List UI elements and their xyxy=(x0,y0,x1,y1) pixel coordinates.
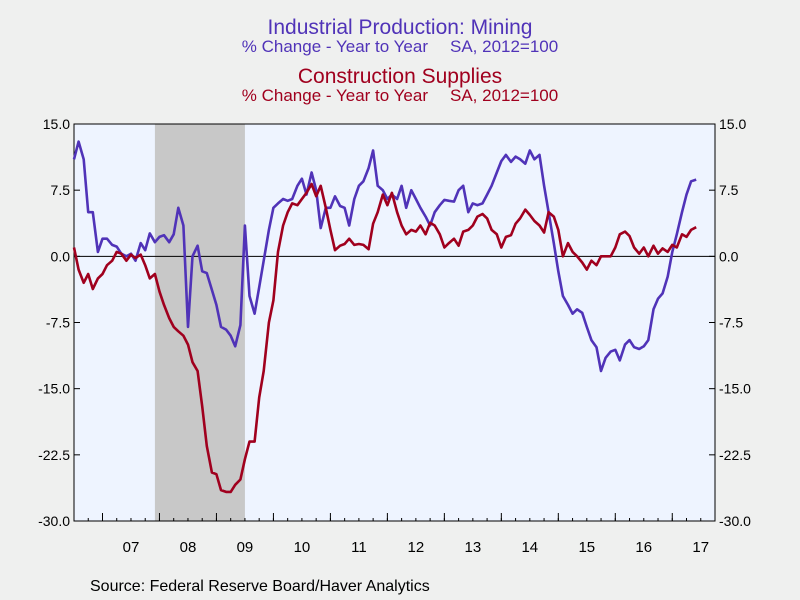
subtitle-mining-text: % Change - Year to Year xyxy=(241,37,428,56)
y-tick-label-right: 0.0 xyxy=(719,248,739,264)
y-tick-label-left: 15.0 xyxy=(43,116,70,132)
chart-title-construction: Construction Supplies xyxy=(297,65,503,88)
subtitle-mining-note: SA, 2012=100 xyxy=(449,37,559,56)
source-note: Source: Federal Reserve Board/Haver Anal… xyxy=(90,578,430,595)
x-tick-label: 13 xyxy=(465,539,482,556)
x-tick-label: 08 xyxy=(180,539,197,556)
x-tick-label: 10 xyxy=(294,539,311,556)
y-tick-label-right: -22.5 xyxy=(719,447,751,463)
y-tick-label-left: 0.0 xyxy=(51,248,71,264)
x-tick-label: 17 xyxy=(692,539,709,556)
chart-subtitle-mining: % Change - Year to Year SA, 2012=100 xyxy=(0,38,800,56)
x-tick-label: 07 xyxy=(123,539,140,556)
y-tick-label-left: -22.5 xyxy=(38,447,70,463)
chart-subtitle-construction: % Change - Year to Year SA, 2012=100 xyxy=(0,87,800,105)
subtitle-construction-text: % Change - Year to Year xyxy=(241,86,428,105)
x-tick-label: 09 xyxy=(237,539,254,556)
y-tick-label-left: -7.5 xyxy=(46,315,70,331)
y-tick-label-right: -30.0 xyxy=(719,513,751,529)
y-tick-label-right: 7.5 xyxy=(719,182,739,198)
y-tick-label-left: -30.0 xyxy=(38,513,70,529)
x-tick-label: 15 xyxy=(578,539,595,556)
chart-title-mining: Industrial Production: Mining xyxy=(267,16,533,39)
y-tick-label-right: -15.0 xyxy=(719,381,751,397)
x-tick-label: 14 xyxy=(521,539,538,556)
y-tick-label-right: 15.0 xyxy=(719,116,746,132)
y-tick-label-left: -15.0 xyxy=(38,381,70,397)
series-line-construction xyxy=(72,182,697,494)
y-tick-label-right: -7.5 xyxy=(719,315,743,331)
series-line-mining xyxy=(72,140,697,373)
x-tick-label: 16 xyxy=(635,539,652,556)
y-tick-label-left: 7.5 xyxy=(51,182,71,198)
x-tick-label: 12 xyxy=(408,539,425,556)
x-tick-label: 11 xyxy=(351,539,367,556)
subtitle-construction-note: SA, 2012=100 xyxy=(449,86,559,105)
recession-band xyxy=(154,124,245,521)
